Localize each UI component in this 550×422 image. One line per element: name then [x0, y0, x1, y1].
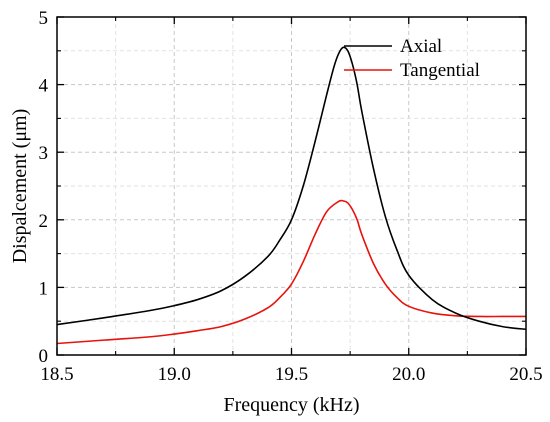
legend-label-axial: Axial — [400, 36, 442, 57]
y-axis-title: Dispalcement (μm) — [9, 109, 31, 264]
x-tick-label: 18.5 — [40, 364, 73, 385]
y-tick-label: 3 — [39, 143, 49, 164]
series-line-tangential — [56, 199, 526, 345]
ticks — [56, 16, 527, 356]
y-tick-label: 5 — [39, 8, 49, 29]
y-tick-label: 0 — [39, 346, 49, 367]
x-axis-title: Frequency (kHz) — [223, 394, 359, 416]
tick-labels: 18.5 19.0 19.5 20.0 20.5 0 1 2 3 4 5 — [39, 8, 543, 385]
y-tick-label: 1 — [39, 278, 49, 299]
x-tick-label: 20.0 — [392, 364, 425, 385]
x-tick-label: 19.0 — [158, 364, 191, 385]
x-tick-label: 19.5 — [275, 364, 308, 385]
series-line-axial — [56, 46, 527, 331]
grid — [57, 17, 526, 355]
y-tick-label: 4 — [39, 76, 49, 97]
x-tick-label: 20.5 — [509, 364, 542, 385]
series-layer — [56, 46, 527, 345]
legend: Axial Tangential — [344, 36, 480, 81]
legend-label-tangential: Tangential — [400, 60, 480, 81]
y-tick-label: 2 — [39, 211, 49, 232]
